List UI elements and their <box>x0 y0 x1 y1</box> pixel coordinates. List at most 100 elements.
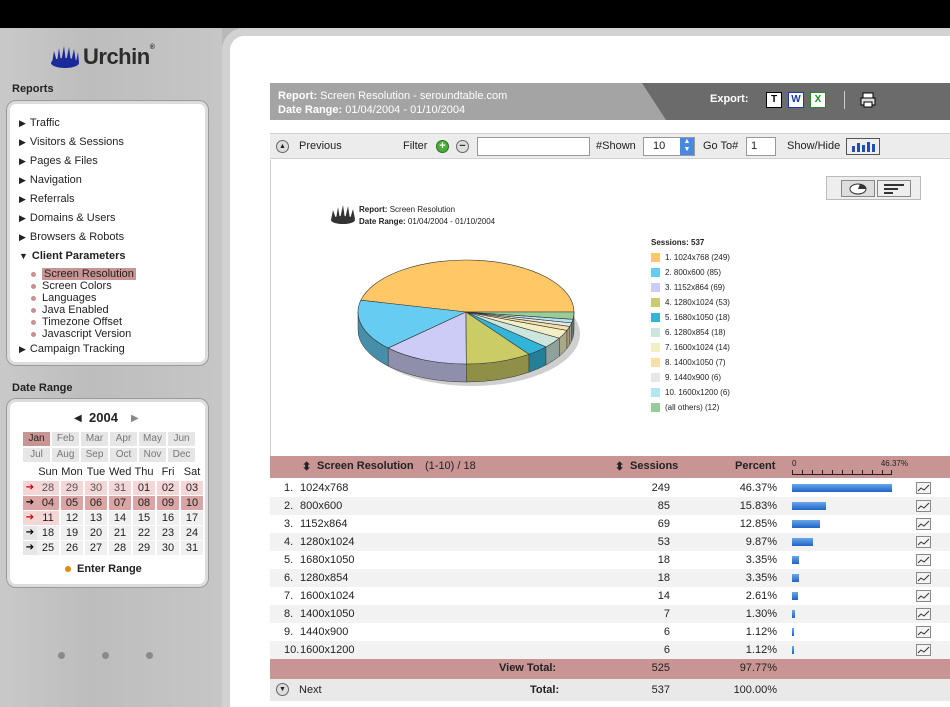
calendar-day[interactable]: 08 <box>133 496 155 510</box>
row-resolution[interactable]: 1024x768 <box>300 482 349 494</box>
calendar-day[interactable]: 24 <box>181 526 203 540</box>
previous-button[interactable]: Previous <box>299 140 342 152</box>
calendar-day[interactable]: 06 <box>85 496 107 510</box>
row-resolution[interactable]: 1152x864 <box>300 518 348 530</box>
next-button[interactable]: Next <box>299 684 322 696</box>
export-text-icon[interactable]: T <box>766 92 782 108</box>
select-week-arrow-icon[interactable]: ➔ <box>23 496 37 510</box>
shown-select[interactable]: 10 ▲ ▼ <box>643 137 695 156</box>
table-row[interactable]: 8. 1400x1050 7 1.30% <box>270 605 950 623</box>
calendar-day[interactable]: 11 <box>37 511 59 525</box>
table-row[interactable]: 5. 1680x1050 18 3.35% <box>270 551 950 569</box>
calendar-day[interactable]: 09 <box>157 496 179 510</box>
calendar-day[interactable]: 12 <box>61 511 83 525</box>
calendar-day[interactable]: 07 <box>109 496 131 510</box>
column-sessions[interactable]: Sessions <box>630 460 679 472</box>
row-resolution[interactable]: 1680x1050 <box>300 554 355 566</box>
month-sep[interactable]: Sep <box>81 448 108 462</box>
next-arrow-icon[interactable]: ▼ <box>276 683 289 696</box>
sidebar-item-visitors-sessions[interactable]: ▶ Visitors & Sessions <box>19 136 124 148</box>
month-mar[interactable]: Mar <box>81 432 108 446</box>
month-jan[interactable]: Jan <box>23 432 50 446</box>
calendar-day[interactable]: 21 <box>109 526 131 540</box>
calendar-day[interactable]: 31 <box>181 541 203 555</box>
sub-item-screen-colors[interactable]: Screen Colors <box>31 280 112 292</box>
sidebar-item-domains-users[interactable]: ▶ Domains & Users <box>19 212 116 224</box>
sub-item-javascript-version[interactable]: Javascript Version <box>31 328 131 340</box>
calendar-day[interactable]: 30 <box>157 541 179 555</box>
trend-graph-icon[interactable] <box>916 644 931 656</box>
calendar-day[interactable]: 19 <box>61 526 83 540</box>
table-row[interactable]: 4. 1280x1024 53 9.87% <box>270 533 950 551</box>
select-week-arrow-icon[interactable]: ➔ <box>23 541 37 555</box>
goto-input[interactable]: 1 <box>746 137 776 156</box>
trend-graph-icon[interactable] <box>916 518 931 530</box>
trend-graph-icon[interactable] <box>916 500 931 512</box>
select-week-arrow-icon[interactable]: ➔ <box>23 526 37 540</box>
calendar-day[interactable]: 15 <box>133 511 155 525</box>
export-excel-icon[interactable]: X <box>810 92 826 108</box>
filter-input[interactable] <box>477 137 590 156</box>
month-apr[interactable]: Apr <box>110 432 137 446</box>
calendar-day[interactable]: 22 <box>133 526 155 540</box>
sort-resolution-icon[interactable]: ⬍ <box>302 461 312 473</box>
row-resolution[interactable]: 1280x1024 <box>300 536 355 548</box>
sub-item-languages[interactable]: Languages <box>31 292 96 304</box>
calendar-day[interactable]: 27 <box>85 541 107 555</box>
trend-graph-icon[interactable] <box>916 572 931 584</box>
pie-view-button[interactable] <box>841 180 875 197</box>
row-resolution[interactable]: 1440x900 <box>300 626 349 638</box>
calendar-day[interactable]: 18 <box>37 526 59 540</box>
trend-graph-icon[interactable] <box>916 590 931 602</box>
show-hide-chart-icon[interactable] <box>846 138 880 155</box>
month-oct[interactable]: Oct <box>110 448 137 462</box>
sidebar-item-navigation[interactable]: ▶ Navigation <box>19 174 82 186</box>
row-resolution[interactable]: 1600x1024 <box>300 590 355 602</box>
calendar-day[interactable]: 23 <box>157 526 179 540</box>
sidebar-item-pages-files[interactable]: ▶ Pages & Files <box>19 155 98 167</box>
trend-graph-icon[interactable] <box>916 554 931 566</box>
month-may[interactable]: May <box>139 432 166 446</box>
month-nov[interactable]: Nov <box>139 448 166 462</box>
table-row[interactable]: 3. 1152x864 69 12.85% <box>270 515 950 533</box>
calendar-day[interactable]: 25 <box>37 541 59 555</box>
table-row[interactable]: 10. 1600x1200 6 1.12% <box>270 641 950 659</box>
calendar-day[interactable]: 02 <box>157 481 179 495</box>
select-week-arrow-icon[interactable]: ➔ <box>23 481 37 495</box>
calendar-day[interactable]: 05 <box>61 496 83 510</box>
table-row[interactable]: 7. 1600x1024 14 2.61% <box>270 587 950 605</box>
previous-arrow-icon[interactable]: ▲ <box>276 140 289 153</box>
export-word-icon[interactable]: W <box>788 92 804 108</box>
calendar-day[interactable]: 20 <box>85 526 107 540</box>
table-row[interactable]: 9. 1440x900 6 1.12% <box>270 623 950 641</box>
month-jun[interactable]: Jun <box>168 432 195 446</box>
calendar-day[interactable]: 17 <box>181 511 203 525</box>
calendar-day[interactable]: 26 <box>61 541 83 555</box>
table-row[interactable]: 6. 1280x854 18 3.35% <box>270 569 950 587</box>
month-jul[interactable]: Jul <box>23 448 50 462</box>
sub-item-screen-resolution[interactable]: Screen Resolution <box>31 268 136 280</box>
table-row[interactable]: 1. 1024x768 249 46.37% <box>270 479 950 497</box>
row-resolution[interactable]: 1280x854 <box>300 572 349 584</box>
month-feb[interactable]: Feb <box>52 432 79 446</box>
table-row[interactable]: 2. 800x600 85 15.83% <box>270 497 950 515</box>
calendar-day[interactable]: 03 <box>181 481 203 495</box>
chart-type-toggle[interactable] <box>826 176 921 200</box>
calendar-day[interactable]: 14 <box>109 511 131 525</box>
bar-view-button[interactable] <box>877 180 911 197</box>
calendar-day[interactable]: 01 <box>133 481 155 495</box>
calendar-day[interactable]: 28 <box>109 541 131 555</box>
sidebar-item-referrals[interactable]: ▶ Referrals <box>19 193 75 205</box>
filter-remove-icon[interactable]: − <box>456 140 469 153</box>
urchin-logo[interactable]: Urchin® <box>50 44 155 70</box>
calendar-day[interactable]: 30 <box>85 481 107 495</box>
calendar-day[interactable]: 29 <box>133 541 155 555</box>
print-icon[interactable] <box>860 92 876 108</box>
sub-item-java-enabled[interactable]: Java Enabled <box>31 304 109 316</box>
calendar-day[interactable]: 04 <box>37 496 59 510</box>
month-aug[interactable]: Aug <box>52 448 79 462</box>
calendar-day[interactable]: 28 <box>37 481 59 495</box>
sidebar-item-traffic[interactable]: ▶ Traffic <box>19 117 60 129</box>
sidebar-item-client-parameters[interactable]: ▼ Client Parameters <box>19 250 125 262</box>
calendar-day[interactable]: 13 <box>85 511 107 525</box>
